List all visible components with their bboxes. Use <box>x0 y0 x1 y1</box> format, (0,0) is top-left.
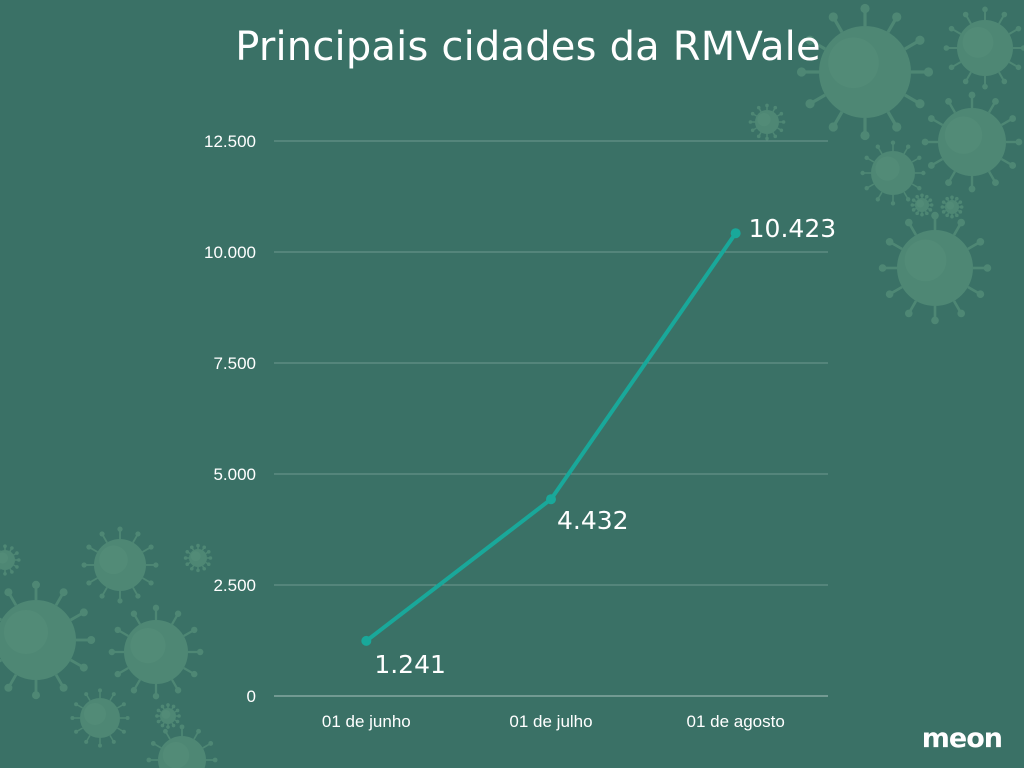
virus-icon <box>910 193 934 217</box>
virus-icon <box>108 604 204 700</box>
chart-title: Principais cidades da RMVale <box>235 24 821 70</box>
virus-icon <box>943 6 1024 90</box>
virus-icon <box>860 140 926 206</box>
data-label: 10.423 <box>749 214 836 243</box>
x-tick-label: 01 de agosto <box>687 712 785 731</box>
virus-icon <box>921 91 1023 193</box>
data-point <box>730 228 741 239</box>
series-line <box>364 231 738 643</box>
x-tick-label: 01 de junho <box>322 712 411 731</box>
chart-plot-area: 1.241 4.432 10.423 <box>361 214 836 679</box>
x-tick-label: 01 de julho <box>509 712 592 731</box>
virus-icon <box>796 3 934 141</box>
virus-icon <box>183 543 213 573</box>
x-axis: 01 de junho 01 de julho 01 de agosto <box>322 712 785 731</box>
virus-icon <box>0 544 21 576</box>
data-point <box>546 494 556 505</box>
y-tick-label: 5.000 <box>213 465 256 484</box>
y-tick-label: 2.500 <box>213 576 256 595</box>
y-tick-label: 10.000 <box>204 243 256 262</box>
chart-gridlines <box>274 140 828 697</box>
virus-icon <box>155 703 181 729</box>
virus-icon <box>940 195 964 219</box>
virus-icon <box>748 103 786 141</box>
y-tick-label: 12.500 <box>204 132 256 151</box>
virus-decoration <box>0 3 1024 768</box>
virus-icon <box>0 580 96 700</box>
data-label: 1.241 <box>374 650 446 679</box>
data-point <box>361 635 372 646</box>
virus-icon <box>146 724 218 768</box>
y-tick-label: 7.500 <box>213 354 256 373</box>
data-label: 4.432 <box>557 506 629 535</box>
virus-icon <box>878 211 992 325</box>
meon-logo: meon <box>921 723 1003 754</box>
virus-icon <box>81 526 159 604</box>
y-tick-label: 0 <box>247 687 256 706</box>
virus-icon <box>70 688 130 748</box>
y-axis: 0 2.500 5.000 7.500 10.000 12.500 <box>204 132 256 706</box>
